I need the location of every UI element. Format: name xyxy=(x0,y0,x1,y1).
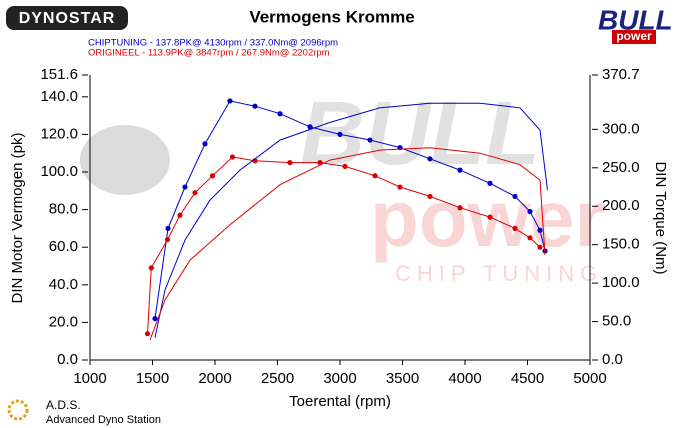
x-tick-label: 1000 xyxy=(73,370,106,387)
data-point xyxy=(487,214,493,220)
data-point xyxy=(148,265,154,271)
chart-title: Vermogens Kromme xyxy=(249,7,414,26)
y2-tick-label: 200.0 xyxy=(602,197,640,214)
data-point xyxy=(229,154,236,160)
data-point xyxy=(202,141,208,147)
data-point xyxy=(367,137,373,143)
data-point xyxy=(427,156,433,162)
x-tick-label: 5000 xyxy=(573,370,606,387)
data-point xyxy=(144,331,151,337)
data-point xyxy=(372,173,378,179)
y2-tick-label: 150.0 xyxy=(602,236,640,253)
x-tick-label: 3500 xyxy=(386,370,419,387)
data-point xyxy=(209,173,216,179)
ads-logo xyxy=(7,399,29,421)
data-point xyxy=(227,98,233,104)
data-point xyxy=(527,235,533,241)
x-tick-label: 4000 xyxy=(448,370,481,387)
legend-entry: ORIGINEEL - 113.9PK@ 3847rpm / 267.9Nm@ … xyxy=(88,48,330,59)
y2-tick-label: 250.0 xyxy=(602,159,640,176)
y-tick-label: 40.0 xyxy=(49,276,78,293)
x-tick-label: 2500 xyxy=(261,370,294,387)
y-tick-label: 151.6 xyxy=(40,66,78,83)
series-line xyxy=(149,147,546,341)
y-axis-title: DIN Motor Vermogen (pk) xyxy=(9,133,26,304)
data-point xyxy=(512,225,518,232)
y2-axis-title: DIN Torque (Nm) xyxy=(652,161,669,274)
data-point xyxy=(177,212,183,218)
watermark-bull xyxy=(80,125,170,195)
data-point xyxy=(182,184,188,190)
data-point xyxy=(527,208,533,215)
x-axis-title: Toerental (rpm) xyxy=(289,393,391,410)
y2-tick-label: 300.0 xyxy=(602,120,640,137)
data-point xyxy=(537,227,543,233)
data-point xyxy=(277,111,283,117)
power-logo-box xyxy=(612,30,656,44)
y2-tick-label: 50.0 xyxy=(602,313,631,330)
y-tick-label: 60.0 xyxy=(49,238,78,255)
y-tick-label: 0.0 xyxy=(57,351,78,368)
footer-subtitle: Advanced Dyno Station xyxy=(46,414,161,426)
x-tick-label: 1500 xyxy=(136,370,169,387)
y2-tick-label: 100.0 xyxy=(602,274,640,291)
y-tick-label: 140.0 xyxy=(40,88,78,105)
x-tick-label: 4500 xyxy=(511,370,544,387)
data-point xyxy=(457,167,463,173)
y2-tick-label: 370.7 xyxy=(602,66,640,83)
y2-tick-label: 0.0 xyxy=(602,351,623,368)
data-point xyxy=(427,193,433,200)
y-tick-label: 80.0 xyxy=(49,201,78,218)
watermark-chip-tuning: CHIP TUNING xyxy=(395,261,603,286)
data-point xyxy=(252,103,258,109)
series-line xyxy=(154,102,548,338)
x-tick-label: 3000 xyxy=(323,370,356,387)
data-point xyxy=(152,316,158,322)
data-point xyxy=(342,163,348,169)
data-point xyxy=(192,190,198,196)
data-point xyxy=(307,124,313,130)
data-point xyxy=(512,193,518,200)
x-tick-label: 2000 xyxy=(198,370,231,387)
data-point xyxy=(457,205,463,211)
y-tick-label: 100.0 xyxy=(40,163,78,180)
dynostar-logo xyxy=(6,6,128,30)
watermark-power-text: power xyxy=(370,174,606,263)
data-point xyxy=(165,225,171,232)
data-point xyxy=(337,131,343,138)
footer-title: A.D.S. xyxy=(46,398,81,412)
data-point xyxy=(287,160,293,166)
dynostar-logo-text: DYNOSTAR xyxy=(19,10,116,27)
y-tick-label: 20.0 xyxy=(49,313,78,330)
y-tick-label: 120.0 xyxy=(40,125,78,142)
data-point xyxy=(537,244,543,250)
data-point xyxy=(397,184,403,190)
data-point xyxy=(487,180,493,186)
data-point xyxy=(164,237,171,243)
series-line xyxy=(154,100,546,319)
power-logo-text: power xyxy=(616,29,652,43)
legend-entry: CHIPTUNING - 137.8PK@ 4130rpm / 337.0Nm@… xyxy=(88,38,338,49)
